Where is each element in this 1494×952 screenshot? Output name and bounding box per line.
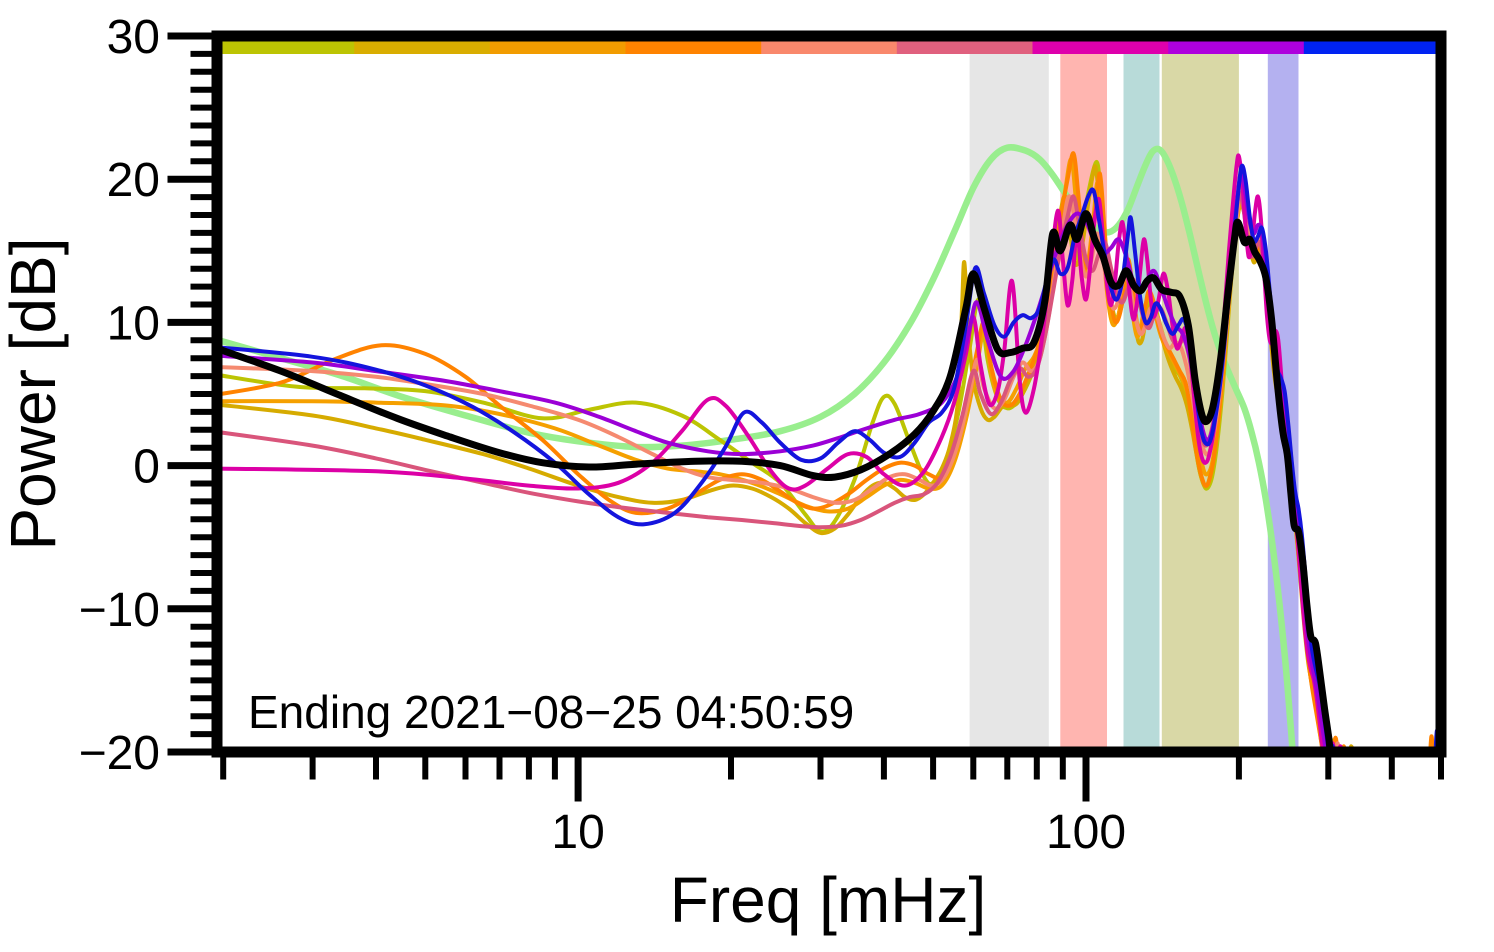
- ending-time-annotation: Ending 2021−08−25 04:50:59: [248, 686, 854, 738]
- y-tick-label-20: 20: [107, 154, 160, 207]
- series-line-spectrum-orange-stub: [1428, 734, 1435, 752]
- axis-ticks: [167, 32, 1444, 802]
- epoch-bar-segment-9: [1303, 41, 1441, 54]
- epoch-bar-segment-7: [1032, 41, 1169, 54]
- epoch-color-bar: [218, 41, 1441, 54]
- x-axis-title: Freq [mHz]: [670, 864, 986, 936]
- y-tick-label-30: 30: [107, 11, 160, 64]
- y-tick-label--20: −20: [79, 727, 160, 780]
- band-teal: [1123, 54, 1160, 748]
- epoch-bar-segment-2: [354, 41, 491, 54]
- y-tick-label-10: 10: [107, 297, 160, 350]
- epoch-bar-segment-3: [489, 41, 627, 54]
- x-tick-label-10: 10: [551, 806, 604, 859]
- epoch-bar-segment-8: [1168, 41, 1305, 54]
- epoch-bar-segment-6: [896, 41, 1034, 54]
- x-tick-label-100: 100: [1046, 806, 1126, 859]
- y-tick-label-0: 0: [133, 441, 160, 494]
- band-pink: [1060, 54, 1107, 748]
- epoch-bar-segment-5: [761, 41, 898, 54]
- spectra-series: [217, 144, 1441, 752]
- epoch-bar-segment-1: [218, 41, 355, 54]
- y-axis-title: Power [dB]: [0, 237, 69, 550]
- y-tick-label--10: −10: [79, 584, 160, 637]
- epoch-bar-segment-4: [625, 41, 762, 54]
- plot-frame: [211, 30, 1447, 758]
- series-line-spectrum-mean-black: [217, 210, 1334, 752]
